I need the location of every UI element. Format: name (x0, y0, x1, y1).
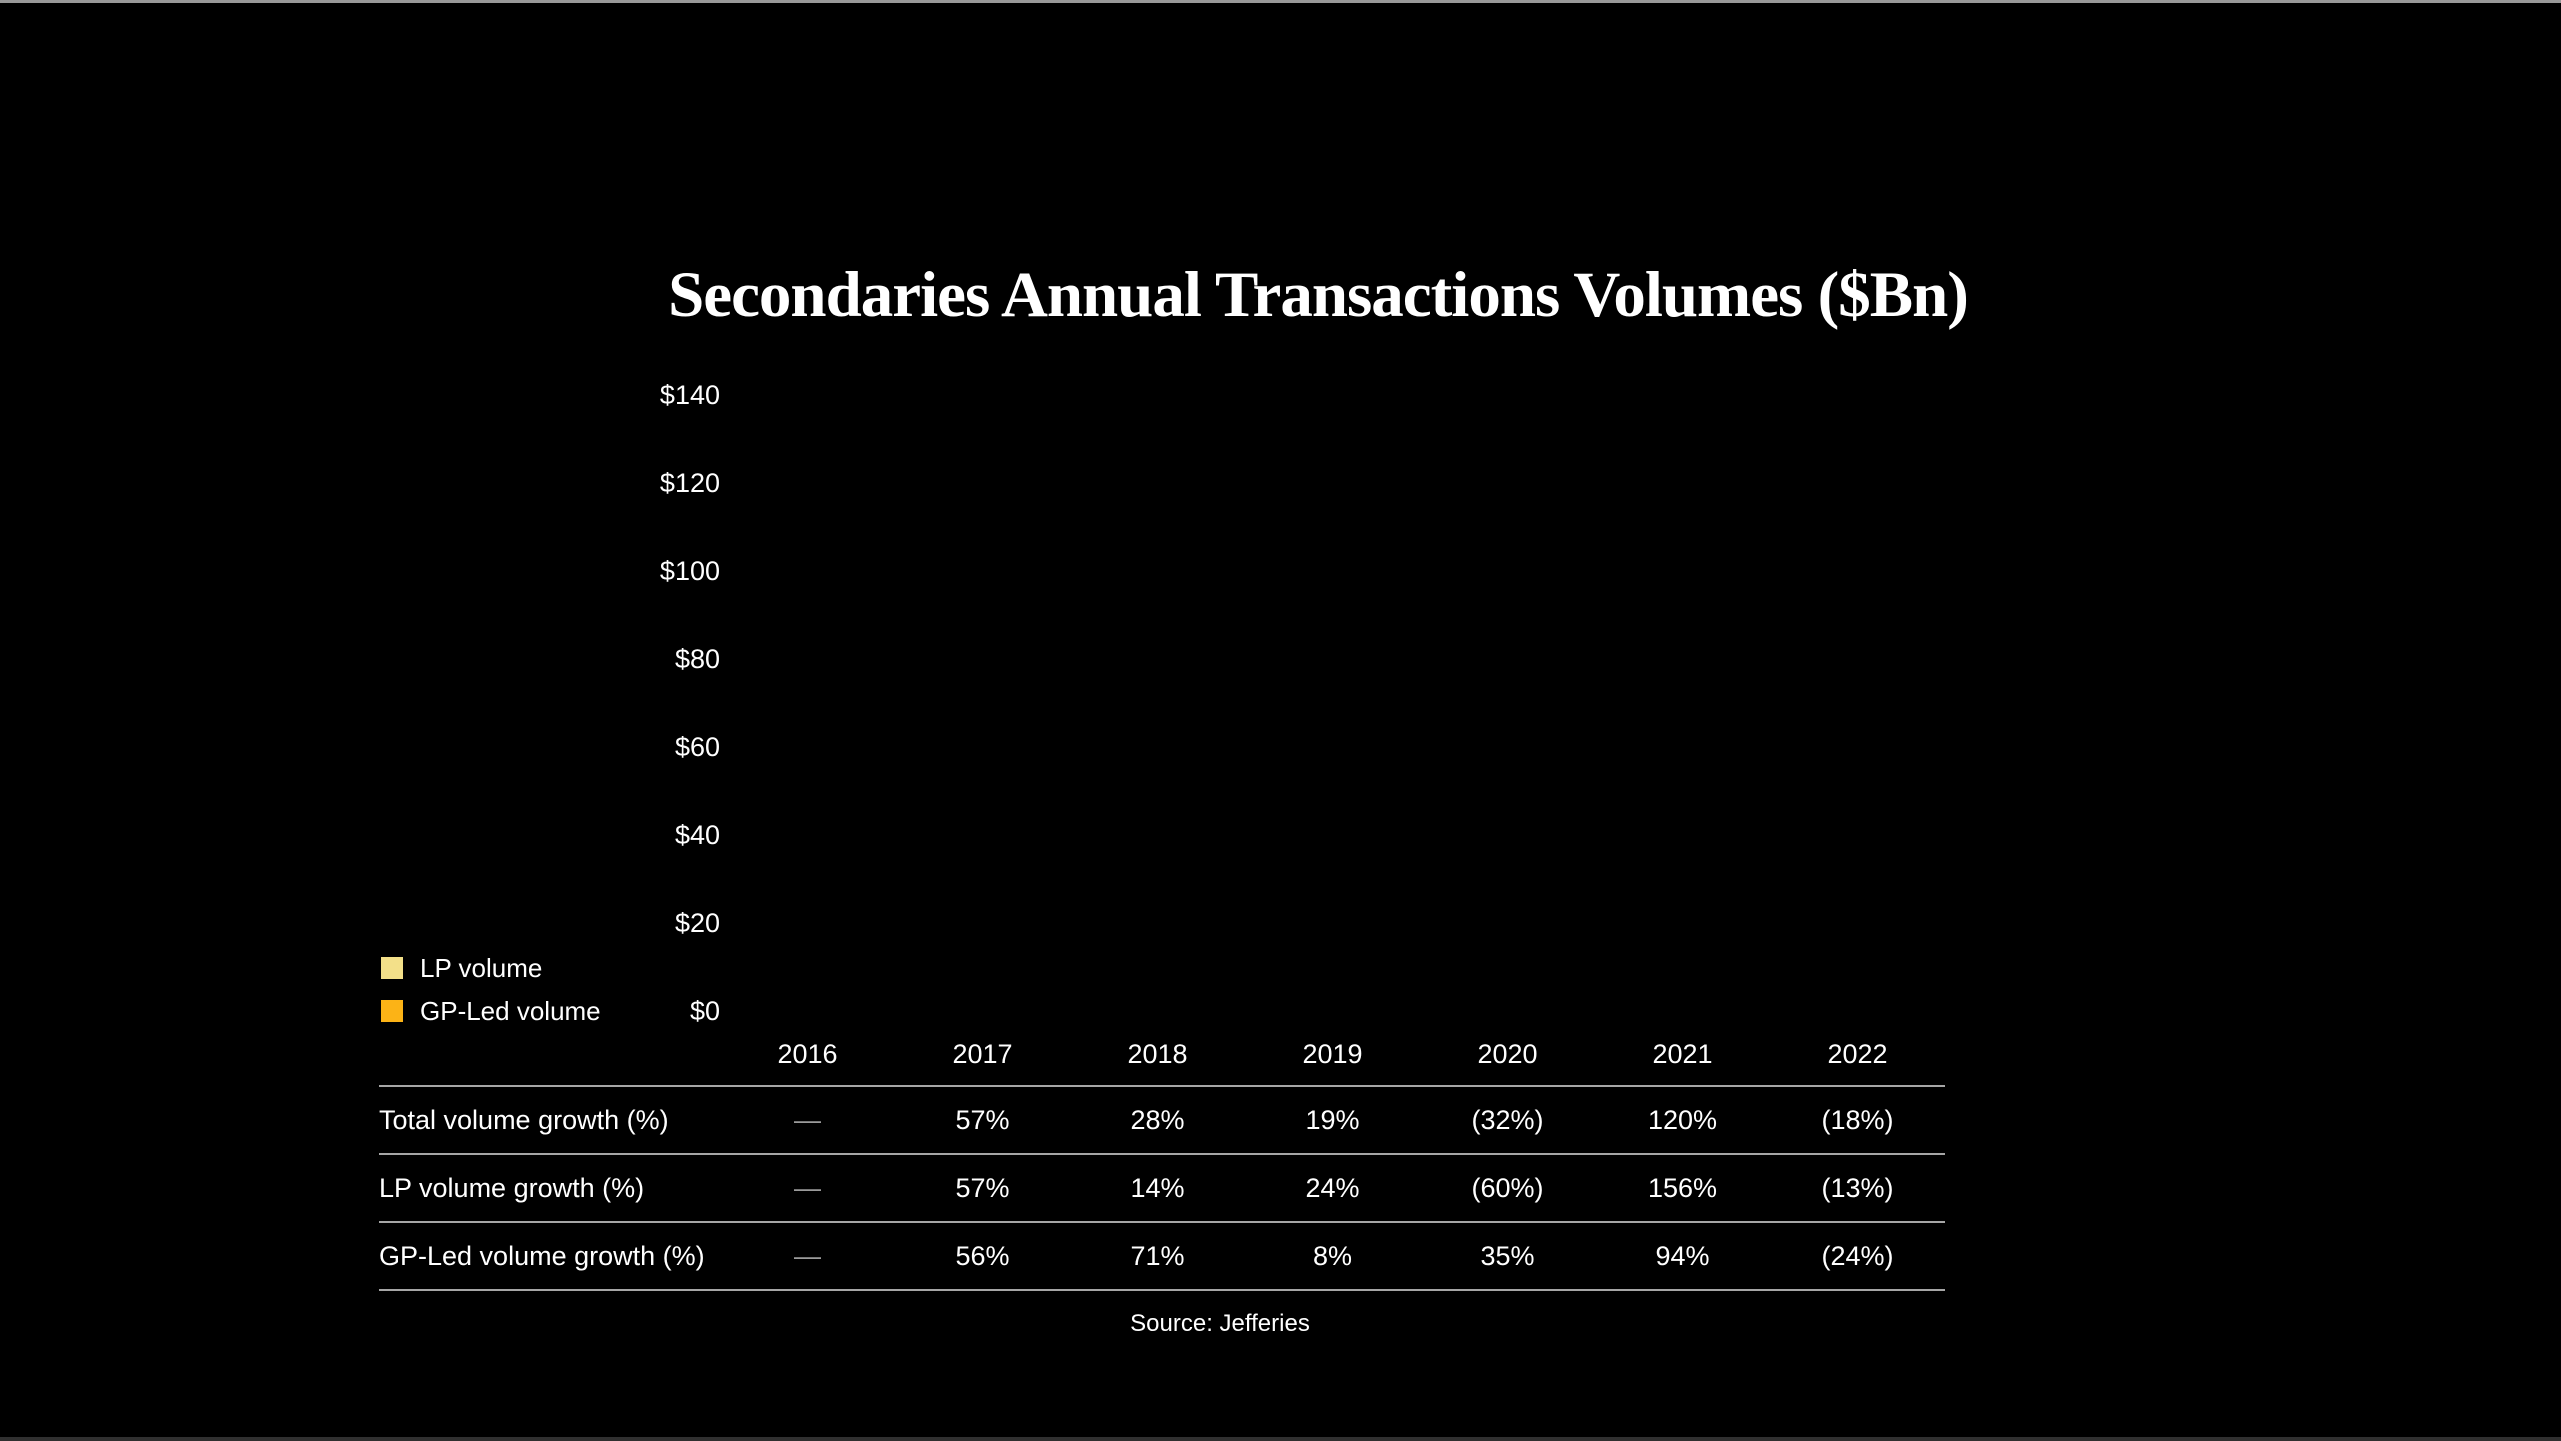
y-axis-tick-label: $100 (659, 556, 720, 586)
y-axis-tick-label: $80 (674, 644, 720, 674)
table-cell: (24%) (1821, 1240, 1894, 1271)
table-cell: 57% (955, 1104, 1010, 1135)
table-cell: (60%) (1471, 1172, 1544, 1203)
table-cell: (32%) (1471, 1104, 1544, 1135)
chart-title: Secondaries Annual Transactions Volumes … (668, 259, 1969, 331)
table-cell: 35% (1480, 1240, 1535, 1271)
table-cell: — (794, 1172, 821, 1203)
bottom-edge-strip (0, 1437, 2561, 1441)
table-cell: (13%) (1821, 1172, 1894, 1203)
table-cell: 57% (955, 1172, 1010, 1203)
table-cell: 120% (1647, 1104, 1718, 1135)
table-cell: 28% (1130, 1104, 1185, 1135)
table-divider (379, 1153, 1945, 1155)
y-axis-tick-label: $120 (659, 468, 720, 498)
table-row-gp-led-volume-growth: GP-Led volume growth (%) — 56% 71% 8% 35… (379, 1223, 1945, 1289)
table-cell: 24% (1305, 1172, 1360, 1203)
lp-volume-swatch-icon (381, 957, 403, 979)
year-column-header: 2022 (1827, 1038, 1888, 1069)
row-label: GP-Led volume growth (%) (379, 1240, 705, 1271)
plot-area (720, 350, 1952, 1011)
y-axis-tick-label: $60 (674, 732, 720, 762)
table-cell: 19% (1305, 1104, 1360, 1135)
table-cell: 56% (955, 1240, 1010, 1271)
y-axis-tick-label: $20 (674, 908, 720, 938)
table-divider (379, 1085, 1945, 1087)
table-row-lp-volume-growth: LP volume growth (%) — 57% 14% 24% (60%)… (379, 1155, 1945, 1221)
y-axis-tick-label: $40 (674, 820, 720, 850)
source-note: Source: Jefferies (1130, 1310, 1310, 1337)
y-axis-tick-label: $0 (689, 996, 720, 1026)
table-divider (379, 1289, 1945, 1291)
table-cell: 71% (1130, 1240, 1185, 1271)
table-cell: 8% (1312, 1240, 1353, 1271)
legend-label-lp-volume: LP volume (420, 952, 543, 983)
gp-led-volume-swatch-icon (381, 1000, 403, 1022)
year-column-header: 2018 (1127, 1038, 1188, 1069)
legend-item-lp-volume: LP volume (381, 952, 542, 984)
table-cell: — (794, 1240, 821, 1271)
table-divider (379, 1221, 1945, 1223)
growth-table: 2016 2017 2018 2019 2020 2021 2022 Total… (379, 1023, 1945, 1291)
top-edge-strip (0, 0, 2561, 3)
legend-item-gp-led-volume: GP-Led volume (381, 995, 601, 1027)
table-cell: (18%) (1821, 1104, 1894, 1135)
year-column-header: 2019 (1302, 1038, 1363, 1069)
year-column-header: 2020 (1477, 1038, 1538, 1069)
table-cell: — (794, 1104, 821, 1135)
table-row-total-volume-growth: Total volume growth (%) — 57% 28% 19% (3… (379, 1087, 1945, 1153)
table-cell: 94% (1655, 1240, 1710, 1271)
year-column-header: 2016 (777, 1038, 838, 1069)
year-column-header: 2017 (952, 1038, 1013, 1069)
row-label: LP volume growth (%) (379, 1172, 645, 1203)
year-column-header: 2021 (1652, 1038, 1713, 1069)
table-cell: 156% (1647, 1172, 1718, 1203)
row-label: Total volume growth (%) (379, 1104, 669, 1135)
y-axis-tick-label: $140 (659, 380, 720, 410)
table-header-row: 2016 2017 2018 2019 2020 2021 2022 (379, 1023, 1945, 1085)
legend-label-gp-led-volume: GP-Led volume (420, 995, 601, 1026)
table-cell: 14% (1130, 1172, 1185, 1203)
